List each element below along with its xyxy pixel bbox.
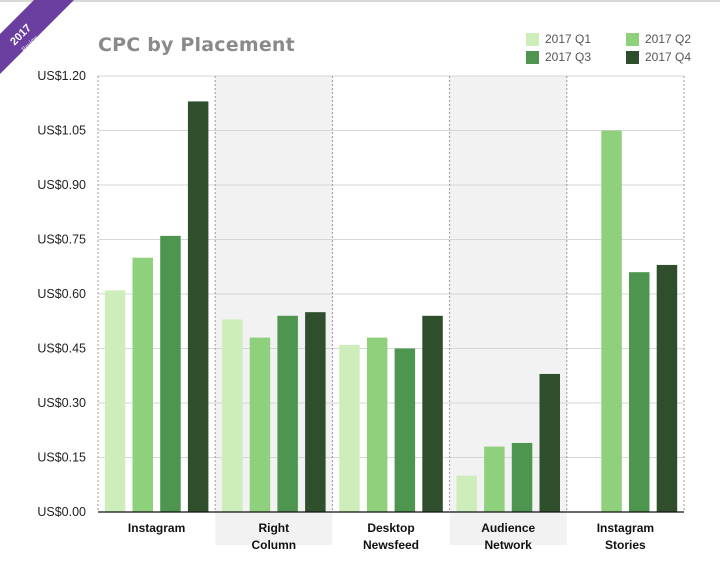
bar-2017-q3 (511, 442, 533, 512)
legend-swatch (626, 32, 639, 46)
x-category-label: Audience Network (481, 521, 535, 552)
x-category-label: Desktop Newsfeed (363, 521, 419, 552)
bar-2017-q3 (160, 235, 181, 512)
bar-2017-q4 (656, 264, 678, 512)
bar-2017-q4 (187, 101, 209, 512)
x-category-label: Instagram Stories (597, 521, 654, 552)
bar-2017-q4 (539, 373, 560, 512)
bar-2017-q3 (277, 315, 298, 512)
y-tick-label: US$0.75 (37, 233, 86, 247)
bar-2017-q2 (601, 130, 622, 512)
x-category-label-line: Newsfeed (363, 538, 419, 552)
bar-2017-q2 (366, 337, 388, 512)
x-category-label-line: Instagram (128, 521, 185, 535)
bar-2017-q4 (422, 315, 443, 512)
y-tick-label: US$1.05 (37, 124, 86, 138)
x-category-label-line: Network (485, 538, 533, 552)
chart-title: CPC by Placement (98, 34, 295, 56)
x-category-label: Instagram (128, 521, 185, 535)
legend-label: 2017 Q4 (645, 50, 692, 64)
bar-2017-q3 (394, 348, 416, 512)
legend-swatch (526, 32, 539, 46)
top-border (0, 0, 720, 2)
bar-2017-q2 (249, 337, 271, 512)
bar-2017-q1 (339, 344, 360, 512)
legend-label: 2017 Q2 (645, 32, 692, 46)
y-tick-label: US$0.00 (37, 505, 86, 519)
x-category-label-line: Instagram (597, 521, 654, 535)
bar-2017-q1 (456, 475, 477, 512)
bar-2017-q4 (305, 312, 326, 512)
bar-2017-q2 (132, 257, 153, 512)
y-tick-label: US$0.60 (37, 287, 86, 301)
legend: 2017 Q1 2017 Q2 2017 Q3 2017 Q4 (526, 31, 716, 67)
y-tick-label: US$0.30 (37, 396, 86, 410)
x-category-label-line: Desktop (367, 521, 414, 535)
legend-label: 2017 Q3 (545, 50, 592, 64)
legend-item-q2: 2017 Q2 (626, 31, 691, 47)
bar-2017-q3 (629, 272, 650, 512)
y-tick-label: US$0.90 (37, 178, 86, 192)
x-category-label: Right Column (251, 521, 296, 552)
legend-item-q1: 2017 Q1 (526, 31, 591, 47)
x-category-label-line: Audience (481, 521, 535, 535)
legend-item-q4: 2017 Q4 (626, 49, 691, 65)
x-category-label-line: Right (258, 521, 289, 535)
legend-label: 2017 Q1 (545, 32, 592, 46)
bar-2017-q2 (484, 446, 505, 512)
legend-item-q3: 2017 Q3 (526, 49, 591, 65)
bar-2017-q1 (104, 290, 126, 512)
legend-swatch (526, 50, 539, 64)
y-tick-label: US$1.20 (37, 69, 86, 83)
x-category-label-line: Stories (605, 538, 646, 552)
x-category-label-line: Column (251, 538, 296, 552)
review-badge: 2017 Review (0, 0, 80, 80)
y-tick-label: US$0.15 (37, 451, 86, 465)
bar-2017-q1 (222, 319, 243, 512)
y-tick-label: US$0.45 (37, 342, 86, 356)
legend-swatch (626, 50, 639, 64)
